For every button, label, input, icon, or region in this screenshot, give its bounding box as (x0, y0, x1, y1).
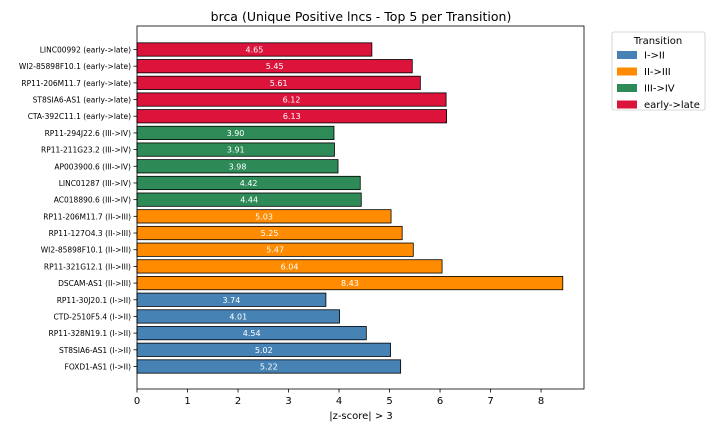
y-tick-label: RP11-30J20.1 (I->II) (57, 296, 131, 305)
plot-frame (136, 25, 585, 390)
y-tick-label: RP11-206M11.7 (II->III) (43, 212, 131, 221)
y-tick-label: RP11-294J22.6 (III->IV) (45, 129, 131, 138)
x-tick-label: 8 (538, 396, 544, 407)
bar-value-label: 5.61 (270, 79, 288, 88)
y-tick-label: CTD-2510F5.4 (I->II) (54, 312, 132, 321)
legend-entry-label: early->late (644, 100, 700, 111)
plot-area: 4.65 LINC00992 (early->late) 5.45 WI2-85898… (19, 42, 564, 407)
y-tick-label: RP11-211G23.2 (III->IV) (41, 146, 131, 155)
bar-value-label: 5.03 (255, 212, 273, 221)
chart-title: brca (Unique Positive lncs - Top 5 per T… (211, 9, 512, 24)
legend-swatch (617, 51, 637, 59)
bar-value-label: 4.01 (229, 312, 247, 321)
x-tick-label: 4 (336, 396, 342, 407)
y-tick-label: AP003900.6 (III->IV) (54, 162, 131, 171)
bar-value-label: 8.43 (341, 279, 359, 288)
x-tick-label: 6 (437, 396, 443, 407)
bar-value-label: 5.47 (266, 246, 284, 255)
y-tick-label: LINC01287 (III->IV) (59, 179, 131, 188)
bar-value-label: 4.65 (246, 46, 264, 55)
bar-value-label: 5.22 (260, 363, 278, 372)
legend-swatch (617, 84, 637, 92)
bar-value-label: 3.98 (229, 162, 247, 171)
y-tick-label: LINC00992 (early->late) (40, 46, 131, 55)
legend-swatch (617, 100, 637, 109)
legend-entry-label: II->III (644, 67, 671, 78)
legend: Transition I->II II->III III->IV early->lat… (611, 31, 706, 111)
x-tick-label: 7 (487, 396, 493, 407)
y-tick-label: WI2-85898F10.1 (II->III) (41, 246, 131, 255)
bar-value-label: 4.54 (243, 329, 261, 338)
bar-value-label: 4.44 (240, 196, 258, 205)
x-tick-label: 2 (235, 396, 241, 407)
y-tick-label: CTA-392C11.1 (early->late) (28, 112, 131, 121)
legend-title: Transition (633, 36, 682, 47)
y-tick-label: ST8SIA6-AS1 (I->II) (59, 346, 131, 355)
y-tick-label: DSCAM-AS1 (II->III) (58, 279, 131, 288)
bar-value-label: 5.02 (255, 346, 273, 355)
bar-value-label: 3.91 (227, 146, 245, 155)
bar-value-label: 5.45 (266, 62, 284, 71)
y-tick-label: FOXD1-AS1 (I->II) (65, 363, 132, 372)
y-tick-label: RP11-321G12.1 (II->III) (44, 262, 131, 271)
bar-value-label: 4.42 (240, 179, 258, 188)
legend-entry-label: I->II (644, 51, 665, 62)
x-axis-label: |z-score| > 3 (329, 411, 393, 422)
bar-value-label: 3.74 (223, 296, 241, 305)
y-tick-label: WI2-85898F10.1 (early->late) (19, 62, 131, 71)
x-tick-label: 3 (285, 396, 291, 407)
bar-value-label: 6.13 (283, 112, 301, 121)
bar-value-label: 3.90 (227, 129, 245, 138)
legend-swatch (617, 67, 637, 76)
y-tick-label: RP11-206M11.7 (early->late) (21, 79, 131, 88)
y-tick-label: RP11-328N19.1 (I->II) (49, 329, 132, 338)
bar-value-label: 6.04 (281, 262, 299, 271)
x-tick-label: 1 (184, 396, 190, 407)
x-tick-label: 0 (134, 396, 140, 407)
bar-value-label: 6.12 (283, 96, 301, 105)
x-tick-label: 5 (386, 396, 392, 407)
y-tick-label: AC018890.6 (III->IV) (54, 196, 131, 205)
y-tick-label: ST8SIA6-AS1 (early->late) (33, 96, 131, 105)
y-tick-label: RP11-127O4.3 (II->III) (49, 229, 131, 238)
legend-entry-label: III->IV (644, 84, 675, 95)
bar-value-label: 5.25 (261, 229, 279, 238)
